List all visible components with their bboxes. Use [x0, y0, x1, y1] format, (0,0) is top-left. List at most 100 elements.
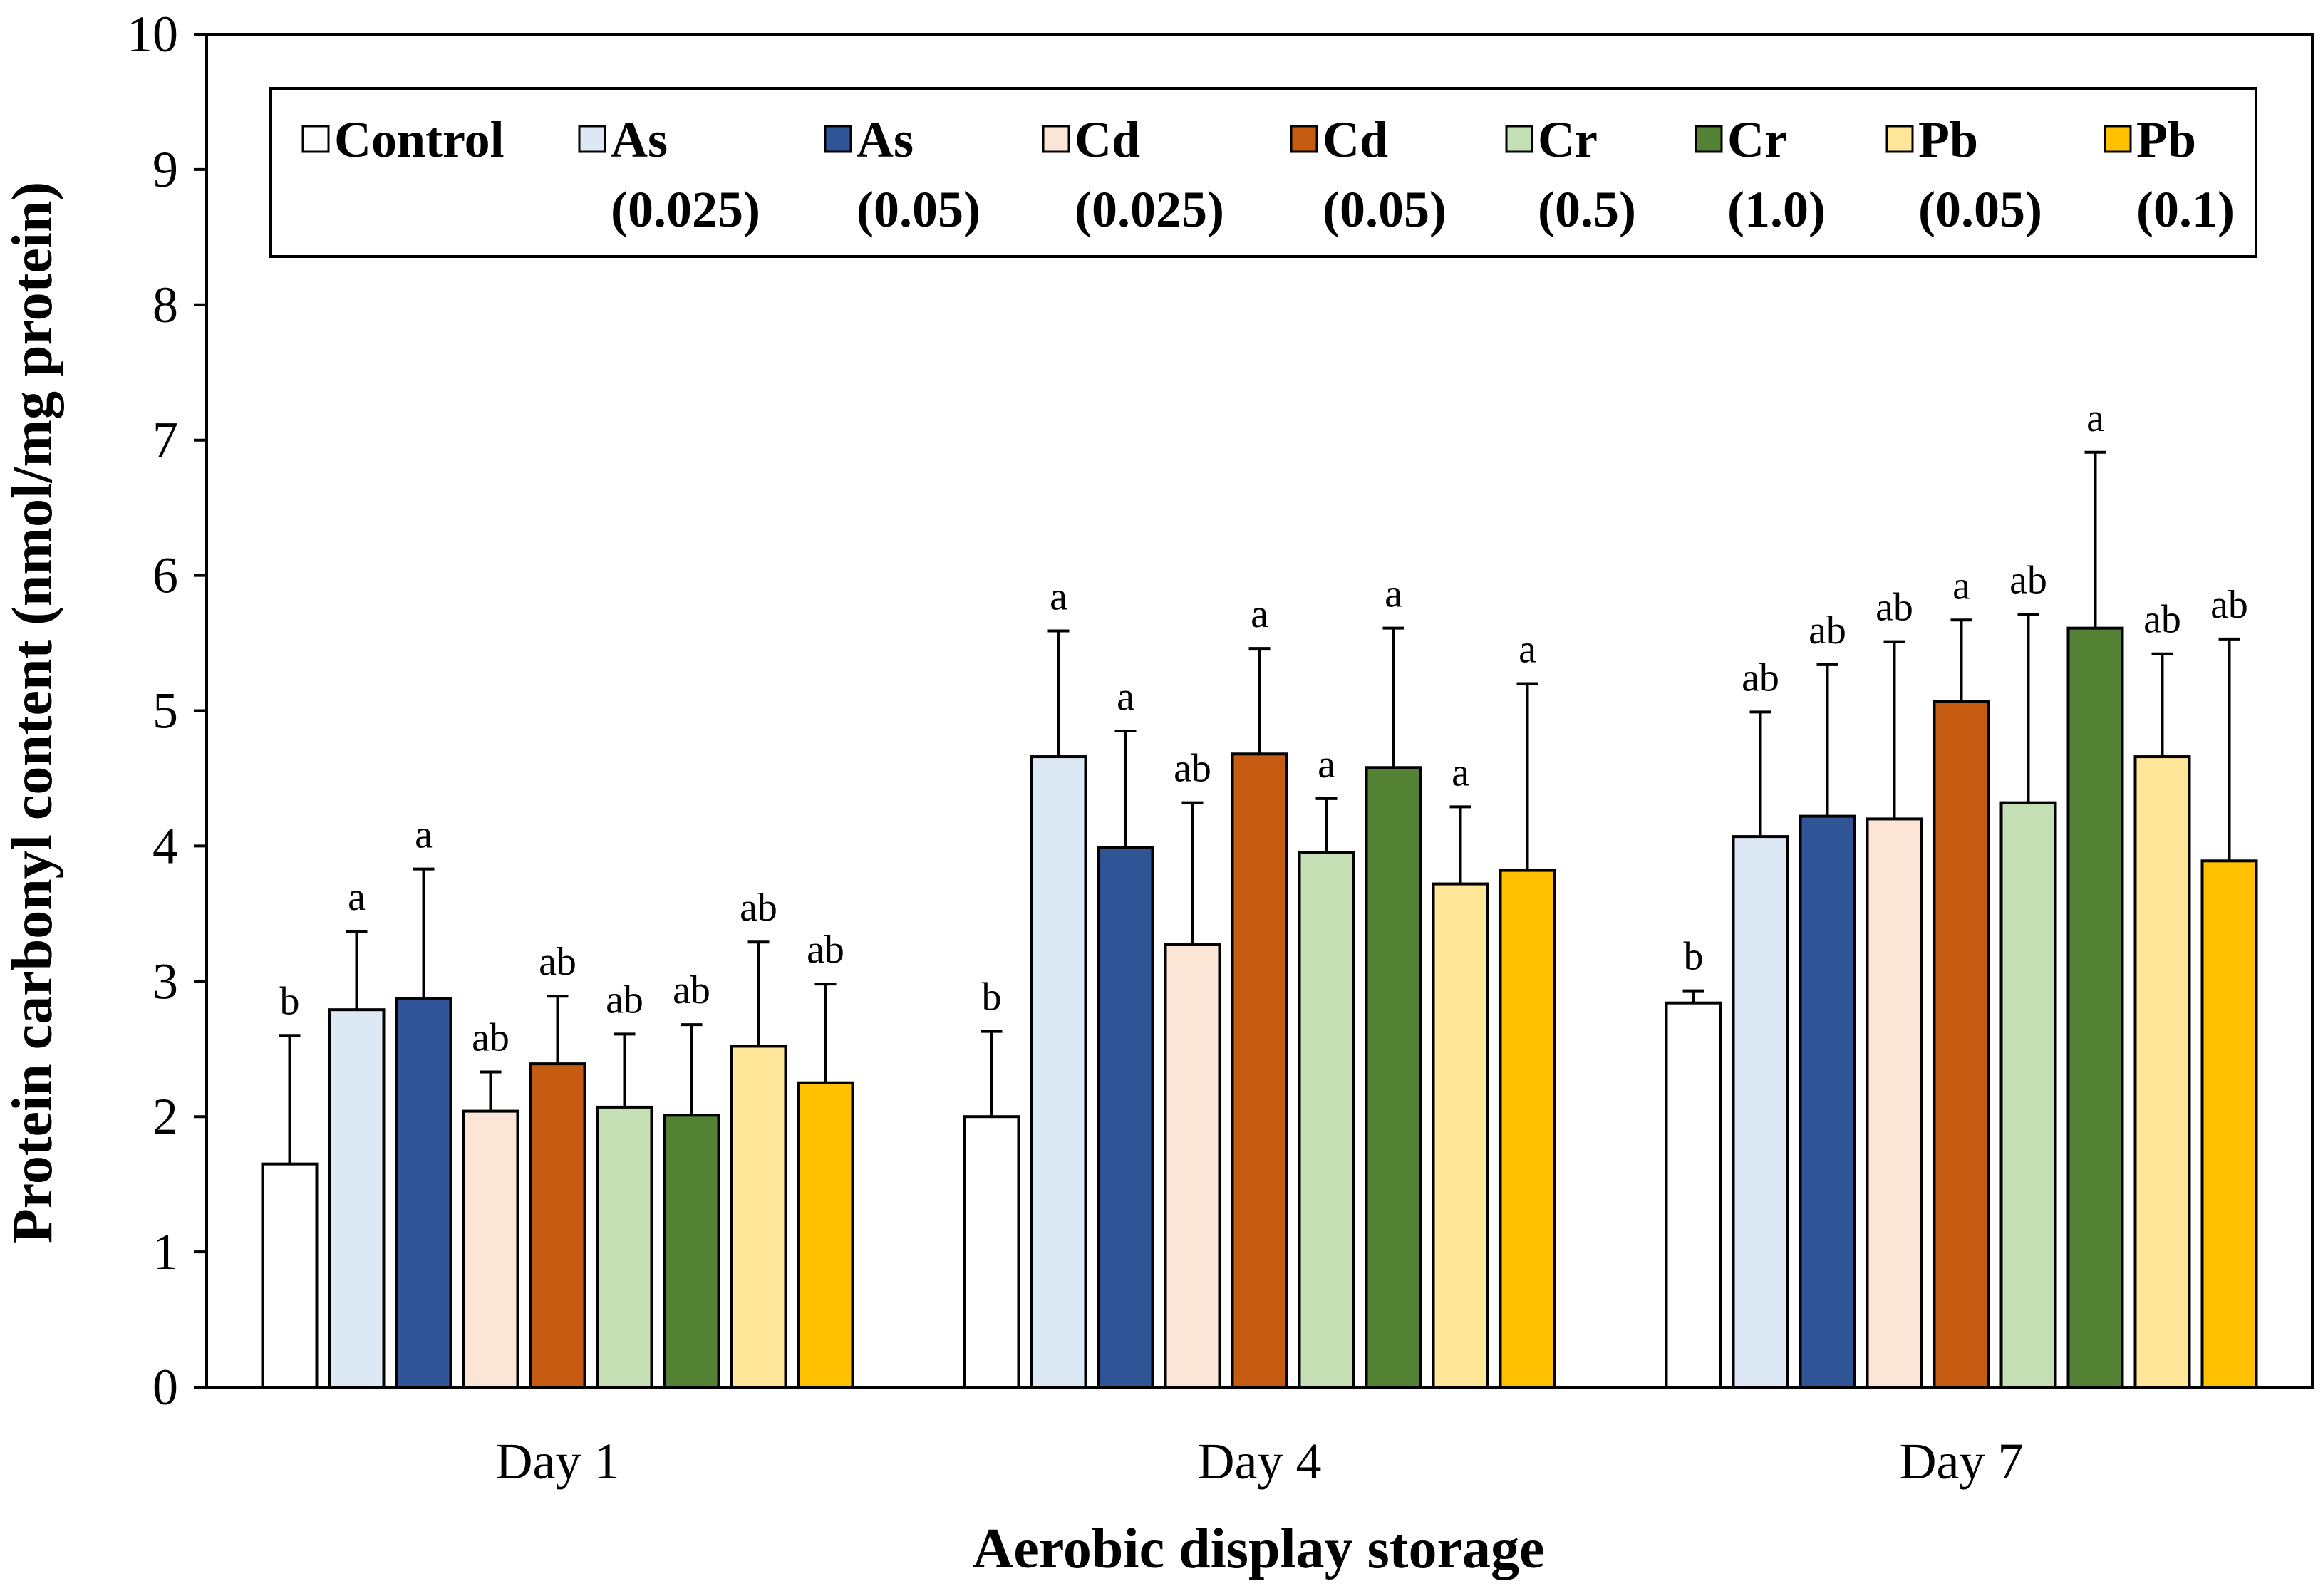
significance-letter: ab: [1809, 608, 1846, 653]
bar: [1097, 846, 1154, 1389]
legend-swatch: [1695, 125, 1723, 153]
y-axis-title: Protein carbonyl content (nmol/mg protei…: [1, 182, 64, 1243]
legend-items: Control As (0.025) As (0.05) Cd (0.025) Cd (0.05…: [301, 111, 2235, 238]
bar: [963, 1115, 1020, 1389]
bar: [1799, 814, 1856, 1389]
bar: [1365, 766, 1422, 1389]
bar: [1665, 1001, 1722, 1389]
bars-layer: [261, 626, 2258, 1389]
bar: [2133, 755, 2191, 1389]
y-tick-label: 2: [152, 1088, 178, 1145]
y-tick-label: 10: [127, 6, 178, 63]
significance-letter: a: [1452, 750, 1469, 794]
y-tick-label: 1: [152, 1223, 178, 1280]
bar: [261, 1162, 319, 1389]
legend-frame: [269, 87, 2257, 258]
significance-letter: a: [2086, 396, 2104, 440]
significance-letter: a: [348, 875, 366, 919]
legend-label-dose: (0.05): [1918, 181, 2042, 238]
legend-swatch: [2104, 125, 2132, 153]
significance-letter: ab: [1876, 586, 1913, 630]
x-tick-label: Day 4: [1198, 1433, 1322, 1490]
y-tick-label: 8: [152, 276, 178, 333]
legend-label: Cr: [1538, 111, 1598, 168]
significance-letter: b: [982, 975, 1002, 1020]
significance-letter: a: [1318, 742, 1335, 787]
x-axis-title: Aerobic display storage: [973, 1518, 1545, 1580]
legend-label: Control: [334, 111, 505, 168]
significance-letter: b: [1684, 935, 1704, 979]
bar: [1499, 869, 1556, 1389]
bar: [596, 1105, 653, 1389]
significance-letter: a: [1050, 574, 1067, 618]
significance-letter: a: [1952, 564, 1970, 608]
y-axis-ticks: 0 1 2 3 4 5 6 7 8 9 10: [127, 6, 207, 1416]
legend-swatch: [1042, 125, 1070, 153]
y-tick-label: 4: [152, 817, 178, 874]
error-bars-layer: [279, 450, 2240, 1164]
significance-letter: a: [1117, 675, 1134, 719]
significance-letter: a: [1385, 572, 1402, 616]
legend-label: Cd: [1323, 111, 1388, 168]
y-tick-label: 9: [152, 141, 178, 198]
significance-letter: a: [1519, 628, 1536, 672]
bar: [1231, 752, 1288, 1389]
significance-letter: ab: [472, 1016, 509, 1060]
legend-label-dose: (0.025): [1075, 181, 1224, 238]
legend-label-dose: (0.5): [1538, 181, 1636, 238]
y-tick-label: 6: [152, 547, 178, 604]
significance-letter: ab: [1742, 656, 1779, 700]
legend-label-dose: (0.025): [611, 181, 760, 238]
significance-letter: ab: [539, 940, 576, 984]
legend-swatch: [824, 125, 852, 153]
legend-swatch: [578, 125, 606, 153]
legend-label-dose: (0.05): [857, 181, 981, 238]
significance-letter: b: [280, 979, 300, 1023]
bar: [1866, 817, 1923, 1389]
bar: [1432, 882, 1489, 1389]
legend-label-dose: (0.1): [2136, 181, 2235, 238]
significance-letter: ab: [606, 978, 643, 1022]
legend-swatch: [1505, 125, 1533, 153]
legend-label: As: [857, 111, 914, 168]
significance-letter: a: [1251, 592, 1268, 636]
y-tick-label: 3: [152, 953, 178, 1010]
bar: [1999, 801, 2057, 1389]
legend-label-dose: (1.0): [1727, 181, 1826, 238]
legend-swatch: [1290, 125, 1318, 153]
y-tick-label: 7: [152, 412, 178, 469]
legend-swatch: [301, 125, 330, 153]
bar: [663, 1114, 720, 1389]
legend-label: Cd: [1075, 111, 1140, 168]
bar: [2200, 859, 2258, 1389]
significance-letter: ab: [2009, 559, 2047, 603]
legend: Control As (0.025) As (0.05) Cd (0.025) Cd (0.05…: [269, 87, 2257, 258]
bar: [1933, 700, 1990, 1389]
legend-label: Pb: [2136, 111, 2196, 168]
bar: [328, 1008, 386, 1389]
x-axis-tick-labels: Day 1 Day 4 Day 7: [496, 1433, 2024, 1490]
significance-letter: a: [415, 813, 433, 857]
bar: [462, 1109, 519, 1389]
legend-swatch: [1885, 125, 1914, 153]
significance-letter: ab: [673, 968, 710, 1012]
x-tick-label: Day 1: [496, 1433, 620, 1490]
y-tick-label: 0: [152, 1359, 178, 1416]
bar: [1732, 835, 1789, 1389]
bar: [730, 1045, 787, 1389]
bar: [1030, 755, 1087, 1389]
significance-letter: ab: [1174, 747, 1211, 791]
bar: [395, 997, 452, 1389]
legend-label: Cr: [1727, 111, 1787, 168]
y-tick-label: 5: [152, 683, 178, 740]
legend-label: As: [611, 111, 668, 168]
bar: [1164, 943, 1221, 1389]
bar: [1298, 851, 1355, 1389]
bar: [529, 1062, 586, 1389]
bar: [2066, 626, 2124, 1389]
significance-letter: ab: [2143, 598, 2181, 642]
x-tick-label: Day 7: [1900, 1433, 2024, 1490]
legend-label-dose: (0.05): [1323, 181, 1447, 238]
